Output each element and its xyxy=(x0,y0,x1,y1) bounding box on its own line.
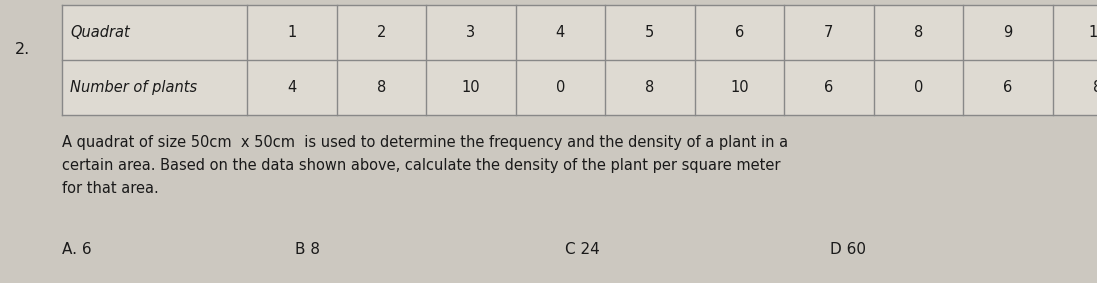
Text: 5: 5 xyxy=(645,25,655,40)
Text: 8: 8 xyxy=(376,80,386,95)
Text: C 24: C 24 xyxy=(565,243,600,258)
Text: A quadrat of size 50cm  x 50cm  is used to determine the frequency and the densi: A quadrat of size 50cm x 50cm is used to… xyxy=(63,135,788,150)
Text: 6: 6 xyxy=(1003,80,1013,95)
Text: 8: 8 xyxy=(1093,80,1097,95)
Text: 10: 10 xyxy=(462,80,480,95)
Text: 0: 0 xyxy=(914,80,923,95)
Text: 0: 0 xyxy=(555,80,565,95)
Text: for that area.: for that area. xyxy=(63,181,159,196)
Text: 6: 6 xyxy=(735,25,744,40)
Text: Quadrat: Quadrat xyxy=(70,25,129,40)
Text: D 60: D 60 xyxy=(830,243,866,258)
Text: 8: 8 xyxy=(645,80,655,95)
Text: Number of plants: Number of plants xyxy=(70,80,197,95)
Text: 6: 6 xyxy=(824,80,834,95)
Text: 8: 8 xyxy=(914,25,923,40)
Text: 4: 4 xyxy=(555,25,565,40)
Text: 10: 10 xyxy=(1088,25,1097,40)
Text: 3: 3 xyxy=(466,25,475,40)
Text: 2: 2 xyxy=(376,25,386,40)
Text: 1: 1 xyxy=(287,25,296,40)
Text: certain area. Based on the data shown above, calculate the density of the plant : certain area. Based on the data shown ab… xyxy=(63,158,780,173)
Text: 2.: 2. xyxy=(15,42,31,57)
Bar xyxy=(63,5,1097,115)
Text: 10: 10 xyxy=(730,80,748,95)
Text: A. 6: A. 6 xyxy=(63,243,92,258)
Text: 4: 4 xyxy=(287,80,296,95)
Text: 9: 9 xyxy=(1003,25,1013,40)
Text: B 8: B 8 xyxy=(295,243,320,258)
Text: 7: 7 xyxy=(824,25,834,40)
